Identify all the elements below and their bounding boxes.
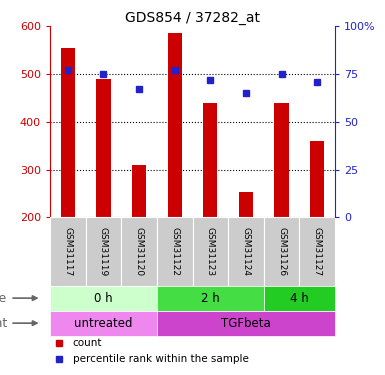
Title: GDS854 / 37282_at: GDS854 / 37282_at — [125, 11, 260, 25]
Bar — [157, 286, 264, 310]
Text: GSM31122: GSM31122 — [170, 227, 179, 276]
Bar — [192, 217, 228, 286]
Bar — [167, 33, 182, 218]
Bar — [50, 286, 157, 310]
Text: GSM31120: GSM31120 — [135, 227, 144, 276]
Text: time: time — [0, 292, 7, 304]
Text: GSM31123: GSM31123 — [206, 227, 215, 276]
Bar — [61, 48, 75, 217]
Bar — [239, 192, 253, 217]
Text: agent: agent — [0, 316, 7, 330]
Text: 2 h: 2 h — [201, 292, 220, 304]
Bar — [264, 286, 335, 310]
Bar — [157, 310, 335, 336]
Bar — [203, 103, 218, 218]
Bar — [300, 217, 335, 286]
Bar — [50, 310, 157, 336]
Text: GSM31126: GSM31126 — [277, 227, 286, 276]
Bar — [228, 217, 264, 286]
Text: GSM31117: GSM31117 — [64, 227, 72, 276]
Bar — [121, 217, 157, 286]
Text: percentile rank within the sample: percentile rank within the sample — [73, 354, 249, 364]
Text: GSM31124: GSM31124 — [241, 227, 250, 276]
Bar — [50, 217, 85, 286]
Bar — [132, 165, 146, 218]
Text: untreated: untreated — [74, 316, 133, 330]
Bar — [96, 79, 110, 218]
Text: 4 h: 4 h — [290, 292, 309, 304]
Bar — [85, 217, 121, 286]
Text: GSM31119: GSM31119 — [99, 227, 108, 276]
Text: GSM31127: GSM31127 — [313, 227, 321, 276]
Bar — [264, 217, 300, 286]
Text: TGFbeta: TGFbeta — [221, 316, 271, 330]
Bar — [275, 103, 289, 218]
Bar — [157, 217, 192, 286]
Bar — [310, 141, 324, 218]
Text: 0 h: 0 h — [94, 292, 113, 304]
Text: count: count — [73, 338, 102, 348]
